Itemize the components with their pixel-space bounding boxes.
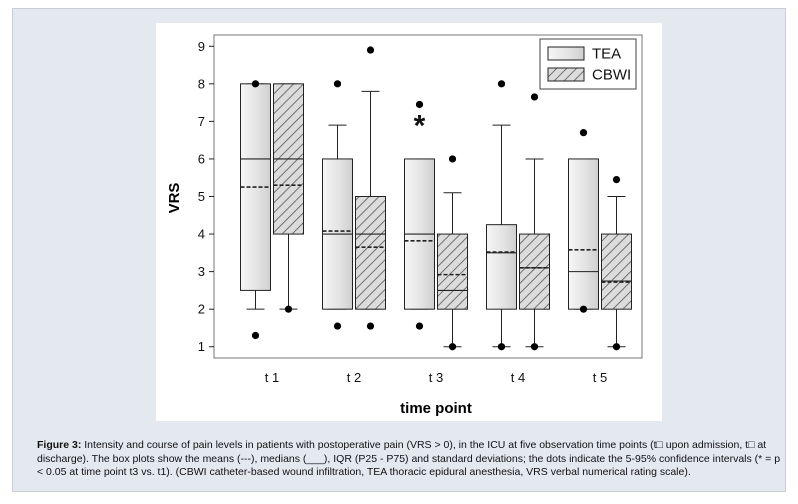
confidence-dot xyxy=(333,80,342,88)
box-iqr xyxy=(519,233,550,310)
x-tick-label: t 2 xyxy=(347,370,361,385)
legend-swatch-tea xyxy=(547,46,585,61)
caption-label: Figure 3: xyxy=(37,439,82,451)
legend-label-cbwi: CBWI xyxy=(592,67,631,84)
box-plot-cbwi-4 xyxy=(519,93,550,351)
confidence-dot xyxy=(251,331,260,340)
confidence-dot xyxy=(612,175,621,184)
chart-panel: 1 2 3 4 5 6 7 8 9 t 1 t 2 t 3 t 4 t 5 * TEA CBWI VRS t… xyxy=(156,23,662,421)
y-axis-label: VRS xyxy=(166,183,183,214)
boxplot-chart: 1 2 3 4 5 6 7 8 9 t 1 t 2 t 3 t 4 t 5 * TEA CBWI VRS t… xyxy=(166,34,643,417)
box-iqr xyxy=(568,158,599,310)
confidence-dot xyxy=(448,155,457,163)
confidence-dot xyxy=(284,305,293,313)
y-tick-label: 3 xyxy=(198,264,205,279)
box-iqr xyxy=(601,233,632,310)
box-plot-tea-4 xyxy=(486,80,517,351)
y-tick-label: 7 xyxy=(198,114,205,129)
confidence-dot xyxy=(415,100,424,109)
caption-text: Intensity and course of pain levels in p… xyxy=(37,439,781,479)
confidence-dot xyxy=(415,322,424,330)
y-tick-label: 4 xyxy=(198,227,205,242)
legend-label-tea: TEA xyxy=(592,46,621,63)
confidence-dot xyxy=(448,343,457,351)
confidence-dot xyxy=(579,305,588,313)
confidence-dot xyxy=(366,46,375,54)
x-tick-label: t 3 xyxy=(429,370,443,385)
x-tick-label: t 4 xyxy=(511,370,525,385)
significance-asterisk: * xyxy=(414,109,426,142)
x-tick-label: t 5 xyxy=(593,370,607,385)
y-tick-label: 1 xyxy=(198,339,205,354)
legend: TEA CBWI xyxy=(539,38,637,90)
x-axis-label: time point xyxy=(400,400,472,417)
box-plot-cbwi-1 xyxy=(273,83,304,313)
box-plot-cbwi-3 xyxy=(437,155,468,351)
confidence-dot xyxy=(530,93,539,101)
box-plot-tea-3 xyxy=(404,100,435,330)
y-tick-label: 9 xyxy=(198,39,205,54)
figure-frame: 1 2 3 4 5 6 7 8 9 t 1 t 2 t 3 t 4 t 5 * TEA CBWI VRS t… xyxy=(12,8,786,492)
box-iqr xyxy=(486,224,517,310)
confidence-dot xyxy=(579,129,588,137)
box-plot-cbwi-5 xyxy=(601,175,632,351)
y-tick-label: 8 xyxy=(198,76,205,91)
confidence-dot xyxy=(497,343,506,351)
y-tick-label: 2 xyxy=(198,302,205,317)
confidence-dot xyxy=(497,80,506,88)
box-plot-tea-5 xyxy=(568,129,599,313)
y-tick-label: 5 xyxy=(198,189,205,204)
confidence-dot xyxy=(333,322,342,330)
confidence-dot xyxy=(612,343,621,351)
box-iqr xyxy=(355,196,386,310)
box-plot-tea-2 xyxy=(322,80,353,330)
legend-swatch-cbwi xyxy=(547,67,585,82)
confidence-dot xyxy=(366,322,375,330)
box-plot-cbwi-2 xyxy=(355,46,386,330)
y-tick-label: 6 xyxy=(198,151,205,166)
confidence-dot xyxy=(251,80,260,88)
confidence-dot xyxy=(530,343,539,351)
box-iqr xyxy=(437,233,468,310)
box-plot-tea-1 xyxy=(240,80,271,340)
figure-caption: Figure 3: Intensity and course of pain l… xyxy=(37,439,787,480)
x-tick-label: t 1 xyxy=(265,370,279,385)
